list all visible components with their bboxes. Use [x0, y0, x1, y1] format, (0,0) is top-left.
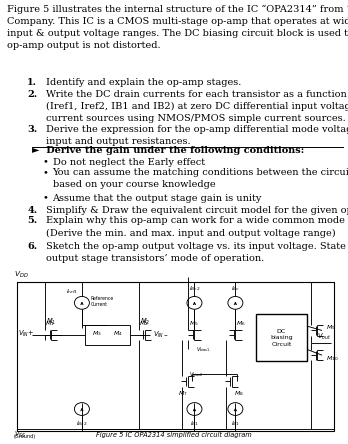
- Text: Explain why this op-amp can work for a wide common mode input voltage range
(Der: Explain why this op-amp can work for a w…: [46, 216, 348, 238]
- Text: 6.: 6.: [27, 242, 37, 250]
- Text: $I_{Bc}$: $I_{Bc}$: [231, 284, 240, 293]
- Text: Write the DC drain currents for each transistor as a function in the biasing cur: Write the DC drain currents for each tra…: [46, 90, 348, 123]
- Text: •: •: [42, 168, 48, 177]
- Text: $M_9$: $M_9$: [326, 323, 335, 332]
- Text: Figure 5 IC OPA2314 simplified circuit diagram: Figure 5 IC OPA2314 simplified circuit d…: [96, 432, 252, 438]
- Text: 5.: 5.: [27, 216, 37, 225]
- Text: $M_4$: $M_4$: [113, 329, 123, 338]
- Text: $I_{Bc2}$: $I_{Bc2}$: [76, 419, 88, 428]
- Text: $M_5$: $M_5$: [189, 319, 198, 328]
- Text: $M_2$: $M_2$: [139, 319, 149, 328]
- Text: $V_{bias1}$: $V_{bias1}$: [196, 345, 211, 354]
- Text: Derive the expression for the op-amp differential mode voltage gain at the mid-b: Derive the expression for the op-amp dif…: [46, 125, 348, 146]
- Text: $V_{IN}$+: $V_{IN}$+: [18, 329, 34, 339]
- Text: Do not neglect the Early effect: Do not neglect the Early effect: [53, 158, 205, 166]
- Text: You can assume the matching conditions between the circuit’s transistors
based o: You can assume the matching conditions b…: [53, 168, 348, 190]
- Text: $M_6$: $M_6$: [236, 319, 246, 328]
- Text: DC
biasing
Circuit: DC biasing Circuit: [270, 329, 293, 347]
- Text: Simplify & Draw the equivalent circuit model for the given op-amp: Simplify & Draw the equivalent circuit m…: [46, 206, 348, 214]
- Text: Sketch the op-amp output voltage vs. its input voltage. State clearly on the gra: Sketch the op-amp output voltage vs. its…: [46, 242, 348, 263]
- Text: Reference
Current: Reference Current: [90, 296, 114, 307]
- Text: $V_{DD}$: $V_{DD}$: [14, 270, 29, 280]
- Text: $M_{10}$: $M_{10}$: [326, 354, 338, 363]
- Text: •: •: [42, 158, 48, 166]
- Text: $M_2$: $M_2$: [140, 317, 150, 327]
- Text: $M_7$: $M_7$: [177, 389, 188, 398]
- Text: $V_{bias2}$: $V_{bias2}$: [189, 370, 203, 379]
- Text: (Ground): (Ground): [14, 434, 36, 439]
- Text: $I_{ref1}$: $I_{ref1}$: [66, 287, 79, 296]
- Text: $V_{SS}$: $V_{SS}$: [14, 430, 26, 440]
- Text: $M_3$: $M_3$: [92, 329, 102, 338]
- Bar: [85, 325, 130, 345]
- Bar: [17, 282, 334, 431]
- Text: Assume that the output stage gain is unity: Assume that the output stage gain is uni…: [53, 194, 262, 202]
- Text: $V_{IN-}$: $V_{IN-}$: [153, 330, 168, 340]
- Text: 3.: 3.: [27, 125, 37, 134]
- Text: ►  Derive the gain under the following conditions:: ► Derive the gain under the following co…: [32, 146, 304, 155]
- Text: Figure 5 illustrates the internal structure of the IC “OPA2314” from “Texas Inst: Figure 5 illustrates the internal struct…: [7, 4, 348, 50]
- Text: $I_{B1}$: $I_{B1}$: [231, 419, 240, 428]
- Text: $M_1$: $M_1$: [45, 319, 55, 328]
- Text: •: •: [42, 194, 48, 202]
- Text: 1.: 1.: [27, 78, 37, 87]
- Text: $I_{Bc2}$: $I_{Bc2}$: [189, 284, 200, 293]
- Text: $M_8$: $M_8$: [234, 389, 244, 398]
- Text: Identify and explain the op-amp stages.: Identify and explain the op-amp stages.: [46, 78, 241, 87]
- Bar: [256, 314, 307, 361]
- Text: $V_{out}$: $V_{out}$: [317, 332, 331, 342]
- Text: $I_{B1}$: $I_{B1}$: [190, 419, 199, 428]
- Text: $M_1$: $M_1$: [46, 317, 56, 327]
- Text: 2.: 2.: [27, 90, 37, 99]
- Text: 4.: 4.: [27, 206, 37, 214]
